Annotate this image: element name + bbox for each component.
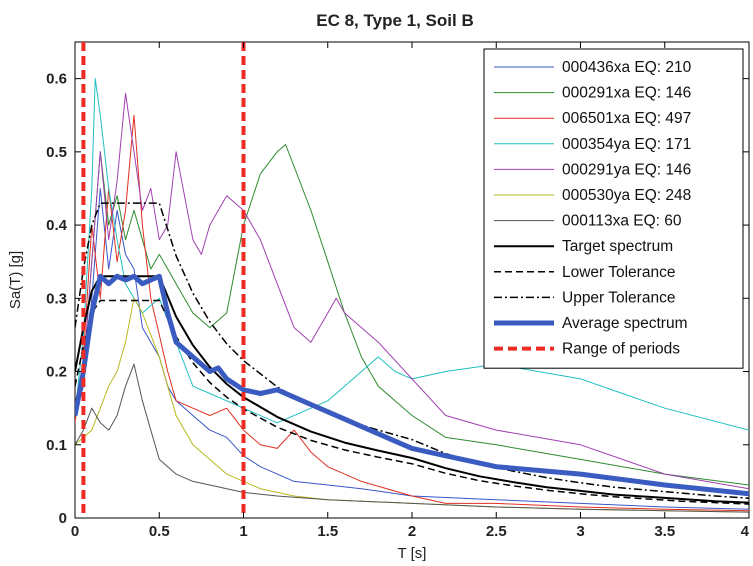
series-006501xa-eq-497-line bbox=[75, 114, 749, 512]
x-tick-label: 1.5 bbox=[317, 523, 338, 540]
x-tick-label: 1 bbox=[239, 523, 247, 540]
y-tick-label: 0 bbox=[59, 510, 67, 527]
legend-box bbox=[483, 48, 744, 369]
y-tick-label: 0.5 bbox=[46, 144, 67, 161]
legend-label-upper-tolerance: Upper Tolerance bbox=[562, 289, 675, 306]
y-tick-label: 0.6 bbox=[46, 71, 67, 88]
legend-label-000291xa-eq-146: 000291xa EQ: 146 bbox=[562, 85, 691, 102]
y-axis-label: Sa(T) [g] bbox=[7, 251, 24, 309]
legend-label-target-spectrum: Target spectrum bbox=[562, 238, 673, 255]
x-tick-label: 2 bbox=[408, 523, 416, 540]
y-tick-label: 0.4 bbox=[46, 217, 68, 234]
legend-label-000354ya-eq-171: 000354ya EQ: 171 bbox=[562, 136, 691, 153]
legend: 000436xa EQ: 210 000291xa EQ: 146 006501xa… bbox=[483, 48, 744, 369]
legend-label-006501xa-eq-497: 006501xa EQ: 497 bbox=[562, 110, 691, 127]
y-tick-label: 0.1 bbox=[46, 437, 67, 454]
x-tick-label: 3 bbox=[576, 523, 584, 540]
x-tick-label: 2.5 bbox=[486, 523, 507, 540]
x-tick-label: 0 bbox=[71, 523, 79, 540]
x-tick-label: 0.5 bbox=[149, 523, 170, 540]
axes: 0 0.5 1 1.5 2 2.5 3 3.5 4 0 0.1 0.2 0.3 0.4 0.5 0.6 bbox=[46, 42, 750, 540]
x-tick-label: 4 bbox=[741, 523, 750, 540]
legend-label-lower-tolerance: Lower Tolerance bbox=[562, 264, 675, 281]
x-tick-label: 3.5 bbox=[654, 523, 675, 540]
series-000291ya-eq-146-line bbox=[75, 92, 749, 490]
series-layer bbox=[75, 42, 749, 518]
legend-label-000291ya-eq-146: 000291ya EQ: 146 bbox=[562, 161, 691, 178]
legend-label-range-of-periods: Range of periods bbox=[562, 341, 680, 358]
y-tick-label: 0.3 bbox=[46, 290, 67, 307]
y-tick-label: 0.2 bbox=[46, 364, 67, 381]
legend-label-000436xa-eq-210: 000436xa EQ: 210 bbox=[562, 59, 692, 76]
legend-label-average-spectrum: Average spectrum bbox=[562, 315, 688, 332]
legend-label-000113xa-eq-60: 000113xa EQ: 60 bbox=[562, 213, 682, 230]
chart-title: EC 8, Type 1, Soil B bbox=[316, 11, 473, 30]
series-000113xa-eq-60-line bbox=[75, 363, 749, 513]
series-000354ya-eq-171-line bbox=[75, 78, 749, 431]
series-average-spectrum-line bbox=[75, 273, 749, 497]
legend-label-000530ya-eq-248: 000530ya EQ: 248 bbox=[562, 187, 691, 204]
series-lower-tolerance-line bbox=[75, 299, 749, 505]
series-000436xa-eq-210-line bbox=[75, 188, 749, 510]
x-axis-label: T [s] bbox=[398, 545, 427, 562]
